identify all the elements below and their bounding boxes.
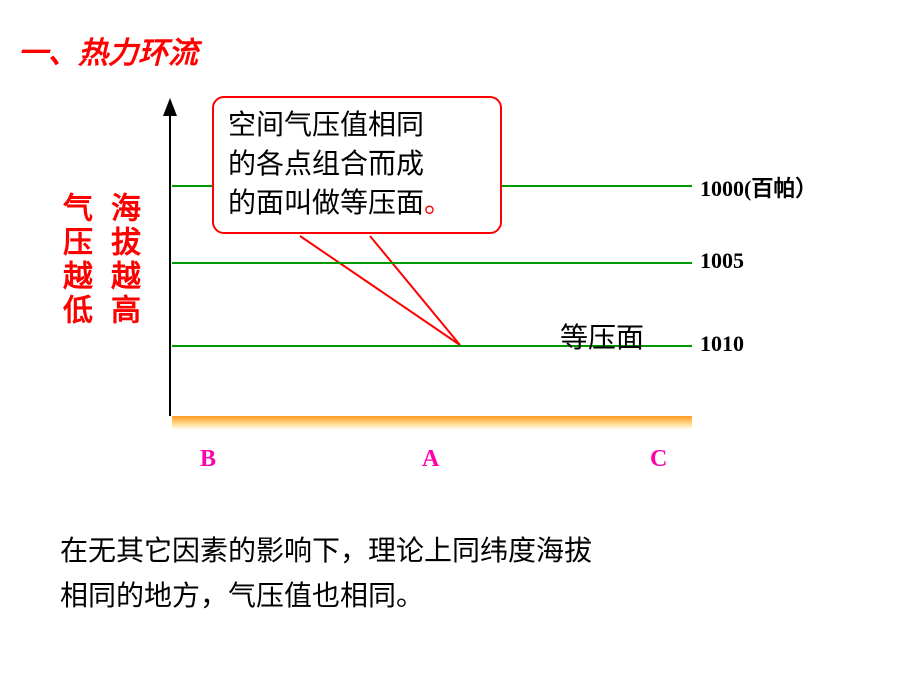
pressure-label-1005: 1005 bbox=[700, 248, 744, 274]
ground-bar bbox=[172, 416, 692, 430]
callout-line-2: 的各点组合而成 bbox=[228, 145, 486, 184]
isobaric-surface-label: 等压面 bbox=[560, 316, 644, 356]
isobar-line-1005 bbox=[172, 262, 692, 264]
callout-period: 。 bbox=[424, 188, 452, 219]
point-C: C bbox=[650, 446, 667, 473]
callout-line-3-text: 的面叫做等压面 bbox=[228, 188, 424, 219]
pressure-label-1010: 1010 bbox=[700, 331, 744, 357]
callout-line-1: 空间气压值相同 bbox=[228, 106, 486, 145]
callout-line-3: 的面叫做等压面。 bbox=[228, 184, 486, 223]
pressure-label-1000: 1000(百帕） bbox=[700, 171, 817, 203]
bottom-paragraph: 在无其它因素的影响下，理论上同纬度海拔 相同的地方，气压值也相同。 bbox=[60, 530, 592, 620]
callout-box: 空间气压值相同 的各点组合而成 的面叫做等压面。 bbox=[212, 96, 502, 234]
bottom-line-1: 在无其它因素的影响下，理论上同纬度海拔 bbox=[60, 530, 592, 575]
point-A: A bbox=[422, 446, 439, 473]
point-B: B bbox=[200, 446, 216, 473]
bottom-line-2: 相同的地方，气压值也相同。 bbox=[60, 575, 592, 620]
